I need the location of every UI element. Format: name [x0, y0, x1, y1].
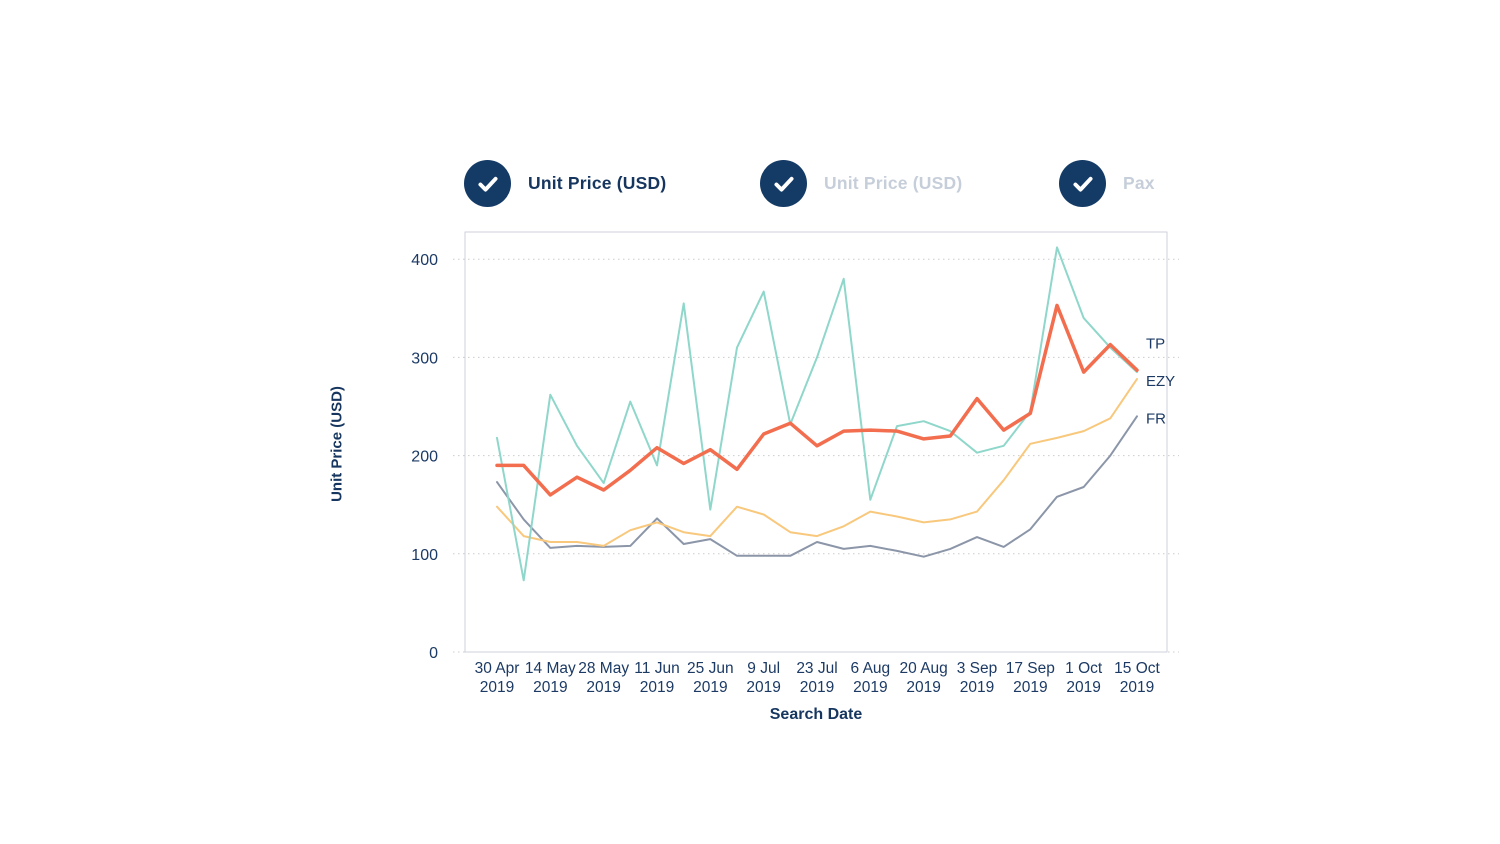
- x-tick-label-3-sep: 3 Sep 2019: [957, 660, 998, 696]
- series-line-tp: [495, 303, 1139, 497]
- y-tick-label-100: 100: [411, 547, 438, 564]
- series-end-label-tp: TP: [1146, 336, 1165, 353]
- x-axis-title: Search Date: [769, 706, 863, 723]
- x-tick-label-30-apr: 30 Apr 2019: [475, 660, 520, 696]
- x-tick-label-25-jun: 25 Jun 2019: [687, 660, 734, 696]
- checked-checkbox-icon[interactable]: [464, 160, 511, 207]
- x-tick-label-23-jul: 23 Jul 2019: [796, 660, 837, 696]
- series-line-ezy: [496, 378, 1138, 547]
- x-tick-label-6-aug: 6 Aug 2019: [851, 660, 891, 696]
- y-tick-label-0: 0: [429, 645, 438, 662]
- plot-frame: [464, 231, 1168, 653]
- toggle-label-unit-price-primary: Unit Price (USD): [528, 173, 667, 193]
- checked-checkbox-icon[interactable]: [1059, 160, 1106, 207]
- y-axis-title: Unit Price (USD): [328, 386, 346, 502]
- toggle-label-unit-price-secondary: Unit Price (USD): [824, 173, 963, 193]
- x-tick-label-9-jul: 9 Jul 2019: [746, 660, 780, 696]
- series-line-pax: [496, 246, 1138, 582]
- x-tick-label-17-sep: 17 Sep 2019: [1006, 660, 1055, 696]
- x-tick-label-1-oct: 1 Oct 2019: [1065, 660, 1103, 696]
- checked-checkbox-icon[interactable]: [760, 160, 807, 207]
- series-end-label-fr: FR: [1146, 410, 1166, 427]
- y-tick-label-300: 300: [411, 350, 438, 367]
- x-tick-label-14-may: 14 May 2019: [525, 660, 576, 696]
- toggle-unit-price-primary[interactable]: Unit Price (USD): [464, 160, 666, 207]
- x-tick-label-11-jun: 11 Jun 2019: [634, 660, 679, 696]
- x-tick-label-15-oct: 15 Oct 2019: [1114, 660, 1160, 696]
- toggle-unit-price-secondary[interactable]: Unit Price (USD): [760, 160, 962, 207]
- series-end-label-ezy: EZY: [1146, 373, 1175, 390]
- toggle-label-pax: Pax: [1123, 173, 1155, 193]
- toggle-pax[interactable]: Pax: [1059, 160, 1155, 207]
- check-icon: [1072, 176, 1093, 192]
- y-tick-label-200: 200: [411, 449, 438, 466]
- x-tick-label-20-aug: 20 Aug 2019: [900, 660, 948, 696]
- check-icon: [477, 176, 498, 192]
- check-icon: [773, 176, 794, 192]
- series-line-fr: [496, 415, 1138, 558]
- y-tick-label-400: 400: [411, 252, 438, 269]
- x-tick-label-28-may: 28 May 2019: [578, 660, 629, 696]
